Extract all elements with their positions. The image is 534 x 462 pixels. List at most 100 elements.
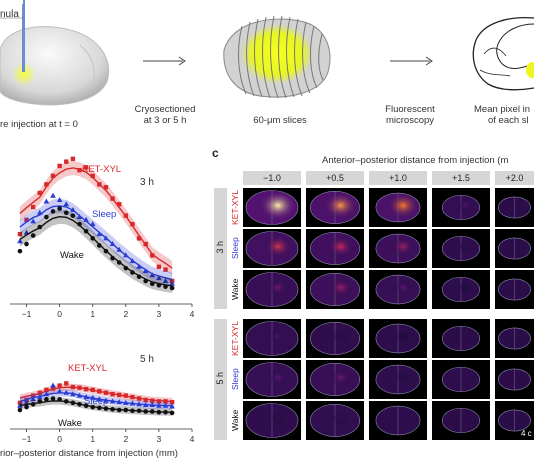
data-point [63, 201, 70, 207]
brain-slice-image [495, 188, 534, 227]
group-bar [214, 319, 227, 440]
line-plot-3h: −1 0 1 2 3 4 [10, 156, 195, 319]
brain-slice-image [306, 360, 364, 399]
data-point [44, 396, 49, 402]
data-point [57, 163, 62, 169]
data-point [123, 252, 129, 258]
data-point [96, 396, 103, 402]
x-axis-label: rior–posterior distance from injection (… [0, 448, 178, 459]
brain-slice-image [369, 270, 427, 309]
brain-slice-image [306, 270, 364, 309]
row-label: KET-XYL [230, 321, 240, 356]
panel-letter-c: c [212, 146, 219, 160]
data-point [17, 248, 23, 254]
data-point [57, 383, 62, 388]
data-point [44, 182, 49, 187]
data-point [50, 386, 56, 391]
data-point [83, 228, 89, 234]
data-point [116, 399, 122, 405]
x-tick-label: −1 [22, 309, 32, 319]
data-point [130, 408, 135, 414]
data-point [130, 394, 135, 400]
data-point [44, 214, 49, 220]
time-label-5h: 5 h [140, 354, 154, 365]
data-point [110, 196, 115, 201]
data-point [37, 190, 42, 196]
x-tick-label: 0 [57, 309, 62, 319]
data-point [156, 275, 162, 281]
brain-illustration-icon [0, 0, 110, 106]
brain-slice-image [243, 319, 301, 358]
row-label: Sleep [230, 237, 240, 260]
arrow-right-icon [390, 56, 433, 66]
data-point [83, 216, 89, 222]
data-point [77, 401, 82, 407]
brain-slice-image [306, 229, 364, 268]
legend-ket-xyl-5h: KET-XYL [68, 363, 108, 374]
data-point [156, 399, 162, 404]
data-point [123, 393, 129, 398]
data-point [97, 389, 102, 394]
data-point [89, 394, 96, 400]
data-point [30, 401, 36, 407]
data-point [90, 236, 96, 241]
brain-slice-image [306, 188, 364, 227]
data-point [149, 281, 155, 287]
brain-slice-image [243, 188, 301, 227]
line-plot-5h: −1 0 1 2 3 4 [10, 381, 195, 444]
data-point [162, 277, 169, 283]
data-point [43, 198, 50, 204]
data-point [97, 182, 102, 187]
data-point [143, 241, 148, 247]
data-point [162, 402, 169, 408]
data-point [143, 409, 148, 414]
data-point [163, 284, 168, 289]
brain-slice-image [495, 360, 534, 399]
x-tick-label: 4 [190, 434, 195, 444]
data-point [109, 398, 116, 404]
brain-slice-image [369, 401, 427, 440]
confidence-band-ket-xyl [19, 160, 173, 276]
data-point [30, 233, 36, 238]
data-point [103, 397, 109, 403]
brain-slice-image [432, 360, 490, 399]
data-point [83, 394, 89, 400]
data-point [36, 209, 43, 215]
data-point [136, 263, 142, 269]
data-point [169, 399, 175, 405]
confidence-band-ket-xyl [19, 383, 173, 405]
scale-bar [510, 440, 532, 442]
data-point [143, 397, 148, 403]
confidence-band-sleep [19, 198, 173, 287]
column-header: +0.5 [306, 171, 364, 185]
x-tick-label: −1 [22, 434, 32, 444]
data-point [110, 255, 115, 261]
brain-slice-image [243, 270, 301, 309]
data-point [156, 282, 162, 288]
x-tick-label: 3 [157, 434, 162, 444]
data-point [129, 400, 136, 406]
data-point [136, 236, 142, 241]
x-tick-label: 2 [123, 309, 128, 319]
data-point [149, 409, 155, 414]
x-tick-label: 2 [123, 434, 128, 444]
data-point [136, 396, 142, 401]
legend-sleep-3h: Sleep [92, 209, 117, 220]
data-point [103, 406, 109, 411]
data-point [57, 206, 62, 211]
data-point [56, 388, 63, 394]
data-point [17, 238, 23, 244]
brain-slice-image [495, 229, 534, 268]
data-point [109, 241, 116, 247]
data-point [63, 210, 69, 216]
data-point [56, 197, 63, 203]
step-cryosection-line1: Cryosectioned [134, 104, 196, 115]
data-point [130, 270, 135, 275]
data-point [64, 381, 69, 386]
time-label-3h: 3 h [140, 177, 154, 188]
data-point [150, 398, 155, 403]
data-point [50, 173, 56, 179]
data-point [149, 272, 156, 278]
data-point [117, 392, 122, 398]
data-point [156, 264, 162, 269]
